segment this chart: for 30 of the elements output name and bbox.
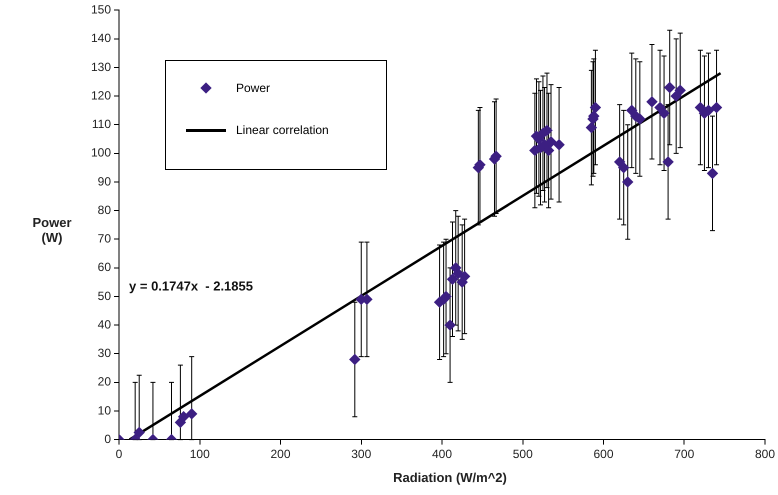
legend-label: Linear correlation [236,123,329,137]
y-tick-label: 80 [98,202,112,217]
y-tick-label: 70 [98,232,112,246]
y-tick-label: 40 [98,317,112,332]
y-tick-label: 50 [98,288,112,303]
x-tick-label: 300 [351,447,372,462]
x-tick-label: 800 [754,447,776,462]
y-tick-label: 0 [104,432,112,446]
y-tick-label: 90 [98,174,112,188]
legend-label: Power [236,81,270,95]
x-tick-label: 500 [512,447,534,462]
x-tick-label: 0 [116,447,123,462]
y-tick-label: 150 [90,2,112,17]
y-tick-label: 30 [98,346,112,360]
y-tick-label: 100 [90,146,112,160]
y-tick-label: 130 [90,60,112,74]
y-tick-label: 140 [90,31,112,46]
annotation: y = 0.1747x - 2.1855 [129,278,253,294]
x-tick-label: 600 [593,447,614,462]
y-tick-label: 60 [98,260,112,274]
x-tick-label: 100 [190,447,210,462]
y-axis-title: Power (W) [31,215,72,245]
x-tick-label: 200 [270,447,291,462]
y-tick-label: 110 [92,117,112,132]
x-tick-label: 400 [432,447,452,462]
x-axis-title: Radiation (W/m^2) [392,470,508,485]
y-tick-label: 20 [98,374,112,389]
x-tick-label: 700 [674,447,695,462]
y-tick-label: 10 [98,403,112,418]
y-tick-label: 120 [90,88,112,102]
